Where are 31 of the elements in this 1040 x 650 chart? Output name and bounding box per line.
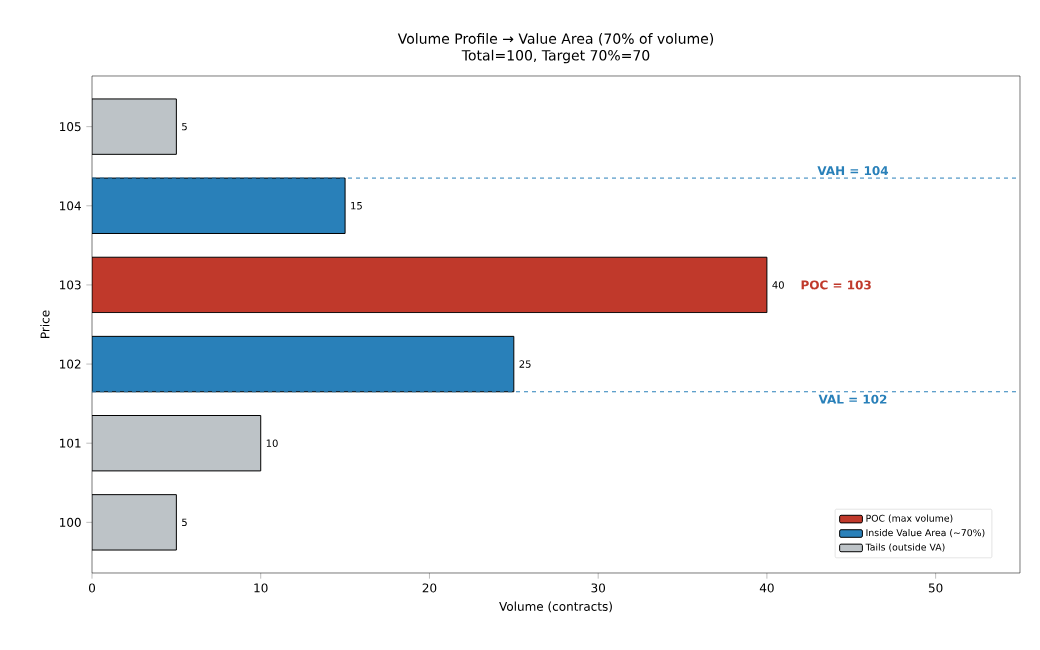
x-tick-label: 50: [928, 583, 943, 593]
y-tick-label: 102: [60, 359, 81, 369]
bar: [92, 415, 262, 472]
y-tick-label: 100: [60, 517, 81, 527]
y-tick-label: 103: [60, 280, 81, 290]
ref-line-label: VAL = 102: [818, 394, 887, 404]
legend-label: Inside Value Area (~70%): [866, 528, 985, 538]
data-label: 15: [351, 202, 362, 210]
x-tick-label: 0: [88, 583, 96, 593]
data-label: 5: [182, 518, 187, 527]
data-label: 10: [266, 439, 278, 447]
annotation: POC = 103: [801, 280, 871, 290]
x-tick-label: 40: [759, 583, 774, 593]
y-tick-label: 105: [60, 122, 81, 132]
y-tick-label: 101: [60, 438, 81, 448]
data-label: 40: [772, 281, 784, 289]
y-axis-title: Price: [40, 310, 50, 338]
y-tick-label: 104: [60, 201, 81, 211]
chart-subtitle: Total=100, Target 70%=70: [461, 49, 650, 64]
x-tick-label: 10: [254, 583, 268, 593]
ref-line-label: VAH = 104: [817, 166, 889, 176]
x-tick-label: 30: [591, 583, 606, 593]
legend-label: POC (max volume): [866, 514, 953, 523]
chart-title: Volume Profile → Value Area (70% of volume): [397, 33, 714, 46]
data-label: 5: [182, 122, 187, 131]
x-axis-title: Volume (contracts): [499, 601, 612, 613]
bar: [92, 494, 177, 551]
legend-label: Tails (outside VA): [865, 543, 945, 552]
x-tick-label: 20: [422, 583, 437, 593]
bar: [92, 98, 177, 155]
data-label: 25: [519, 360, 531, 368]
